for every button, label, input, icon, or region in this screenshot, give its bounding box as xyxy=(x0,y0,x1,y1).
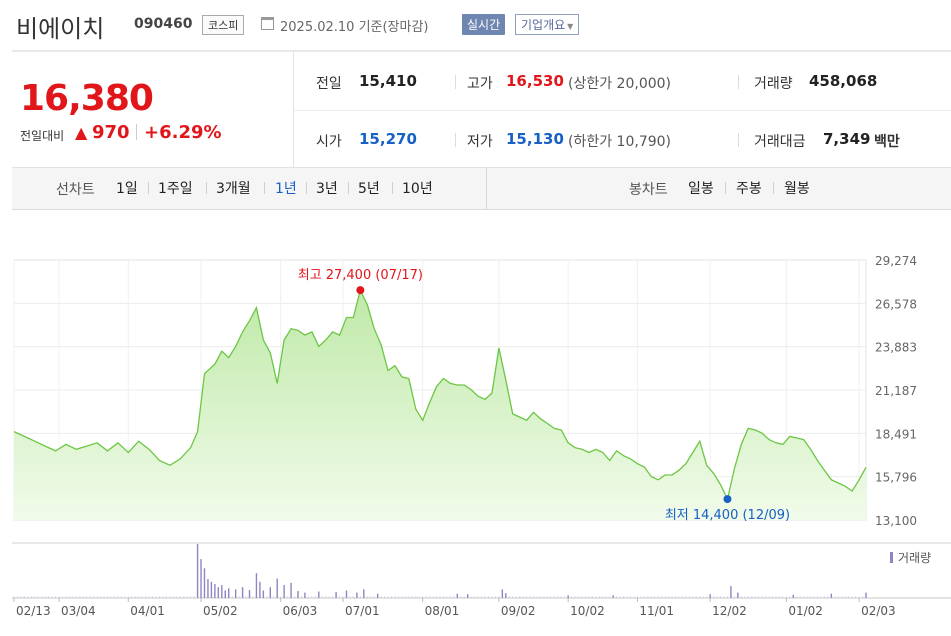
price-diff: 970 xyxy=(92,122,130,143)
x-tick-label: 04/01 xyxy=(130,604,165,618)
y-tick-label: 15,796 xyxy=(875,471,917,485)
y-axis: 29,274 26,578 23,883 21,187 18,491 15,796 13,1… xyxy=(875,254,917,528)
stock-name: 비에이치 xyxy=(16,15,105,43)
low-label: 저가 xyxy=(467,134,493,150)
x-tick-label: 09/02 xyxy=(501,604,536,618)
max-marker xyxy=(356,286,365,295)
x-tick-label: 02/03 xyxy=(861,604,896,618)
x-tick-label: 12/02 xyxy=(712,604,747,618)
caret-down-icon: ▼ xyxy=(567,22,574,31)
y-tick-label: 13,100 xyxy=(875,514,917,528)
low-value: 15,130 xyxy=(506,130,564,148)
divider xyxy=(773,182,774,194)
min-label: 최저 14,400 (12/09) xyxy=(665,508,790,523)
divider xyxy=(136,124,137,140)
base-date: 2025.02.10 기준(장마감) xyxy=(280,20,429,35)
volume-legend-icon xyxy=(890,552,893,563)
max-label: 최고 27,400 (07/17) xyxy=(298,268,423,283)
divider xyxy=(348,182,349,194)
period-3y[interactable]: 3년 xyxy=(316,181,338,197)
chart-period-bar: 선차트 1일 1주일 3개월 1년 3년 5년 10년 봉차트 일봉 주봉 월봉 xyxy=(12,168,951,210)
market-badge: 코스피 xyxy=(202,15,245,35)
period-1w[interactable]: 1주일 xyxy=(158,181,193,197)
volume-label: 거래량 xyxy=(754,76,793,92)
x-tick-label: 02/13 xyxy=(16,604,51,618)
y-tick-label: 26,578 xyxy=(875,297,917,311)
candle-chart-label: 봉차트 xyxy=(629,182,668,198)
divider xyxy=(455,133,456,147)
divider xyxy=(725,182,726,194)
high-label: 고가 xyxy=(467,76,493,92)
candle-weekly[interactable]: 주봉 xyxy=(736,181,762,197)
y-tick-label: 21,187 xyxy=(875,384,917,398)
amount-unit: 백만 xyxy=(874,134,900,150)
period-3m[interactable]: 3개월 xyxy=(216,181,251,197)
divider xyxy=(738,75,739,89)
divider xyxy=(455,75,456,89)
diff-label: 전일대비 xyxy=(20,129,65,143)
realtime-button[interactable]: 실시간 xyxy=(462,14,506,35)
x-tick-label: 11/01 xyxy=(639,604,674,618)
row-divider xyxy=(294,110,951,111)
open-value: 15,270 xyxy=(359,130,417,148)
high-value: 16,530 xyxy=(506,72,564,90)
price-area xyxy=(14,290,866,520)
divider xyxy=(306,182,307,194)
lower-limit: (하한가 10,790) xyxy=(568,134,672,150)
stock-header: 비에이치 090460 코스피 2025.02.10 기준(장마감) 실시간 기… xyxy=(0,0,951,50)
x-axis: 02/13 03/04 04/01 05/02 06/03 07/01 08/01 09/02… xyxy=(16,604,896,618)
divider xyxy=(392,182,393,194)
candle-monthly[interactable]: 월봉 xyxy=(784,181,810,197)
period-1y[interactable]: 1년 xyxy=(275,181,297,197)
company-overview-label: 기업개요 xyxy=(521,18,566,32)
divider xyxy=(738,133,739,147)
x-tick-label: 01/02 xyxy=(788,604,823,618)
up-arrow-icon: ▲ xyxy=(75,123,88,142)
current-price: 16,380 xyxy=(20,78,154,119)
amount-value: 7,349 xyxy=(823,130,871,148)
divider xyxy=(264,182,265,194)
period-10y[interactable]: 10년 xyxy=(402,181,433,197)
divider xyxy=(486,168,487,210)
x-tick-label: 05/02 xyxy=(203,604,238,618)
prev-close-label: 전일 xyxy=(316,76,342,92)
volume-bars xyxy=(13,544,867,598)
current-price-block: 16,380 전일대비 ▲ 970 +6.29% xyxy=(12,52,294,168)
open-label: 시가 xyxy=(316,134,342,150)
company-overview-dropdown[interactable]: 기업개요 ▼ xyxy=(515,14,580,35)
stock-code: 090460 xyxy=(134,16,193,32)
price-chart: 29,274 26,578 23,883 21,187 18,491 15,796 13,1… xyxy=(12,254,951,618)
x-tick-label: 08/01 xyxy=(425,604,460,618)
line-chart-label: 선차트 xyxy=(56,182,95,198)
quote-panel: 16,380 전일대비 ▲ 970 +6.29% 전일 15,410 고가 16… xyxy=(12,50,951,168)
volume-legend-label: 거래량 xyxy=(898,551,931,565)
divider xyxy=(206,182,207,194)
amount-label: 거래대금 xyxy=(754,134,806,150)
change-rate: +6.29% xyxy=(144,122,222,143)
calendar-icon xyxy=(261,17,274,30)
y-tick-label: 29,274 xyxy=(875,254,917,268)
x-tick-label: 10/02 xyxy=(570,604,605,618)
divider xyxy=(148,182,149,194)
min-marker xyxy=(723,495,732,504)
prev-close-value: 15,410 xyxy=(359,72,417,90)
period-5y[interactable]: 5년 xyxy=(358,181,380,197)
upper-limit: (상한가 20,000) xyxy=(568,76,672,92)
x-tick-label: 03/04 xyxy=(61,604,96,618)
volume-value: 458,068 xyxy=(809,72,878,90)
price-line xyxy=(13,288,867,502)
period-1d[interactable]: 1일 xyxy=(116,181,138,197)
x-tick-label: 07/01 xyxy=(345,604,380,618)
y-tick-label: 23,883 xyxy=(875,341,917,355)
candle-daily[interactable]: 일봉 xyxy=(688,181,714,197)
x-tick-label: 06/03 xyxy=(283,604,318,618)
y-tick-label: 18,491 xyxy=(875,427,917,441)
